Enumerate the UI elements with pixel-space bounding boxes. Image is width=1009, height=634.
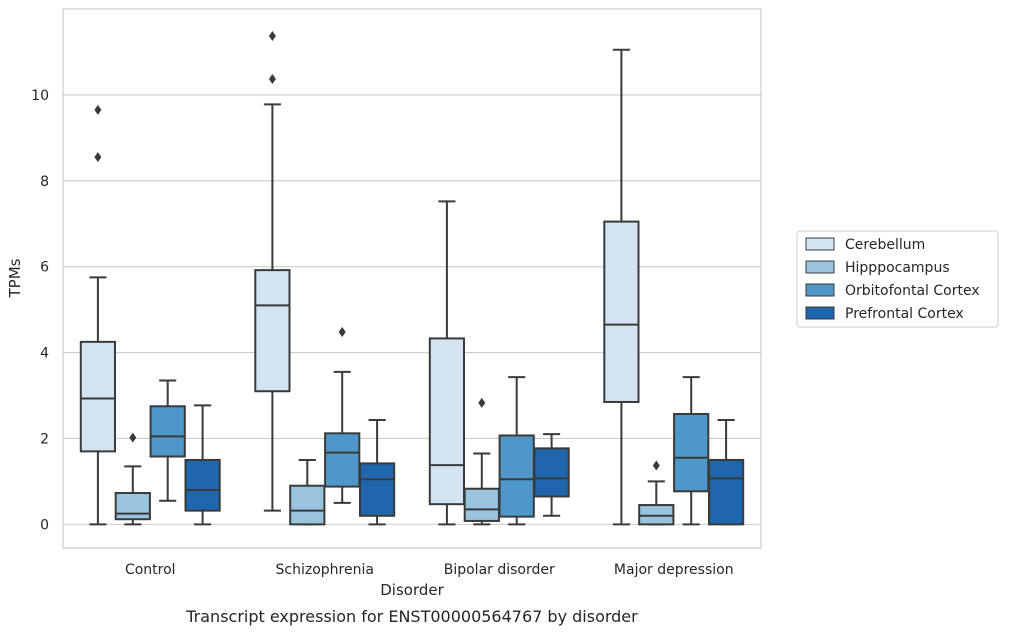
box-iqr — [79, 340, 117, 453]
outlier-point — [94, 104, 102, 115]
box-iqr — [289, 484, 326, 526]
box-cerebellum — [254, 31, 291, 512]
legend-label: Hipppocampus — [845, 260, 950, 276]
box-cerebellum — [79, 104, 117, 526]
legend-frame — [796, 230, 999, 328]
legend-label: Prefrontal Cortex — [845, 306, 964, 322]
x-tick-label: Schizophrenia — [276, 562, 374, 578]
x-tick-label: Major depression — [614, 562, 734, 578]
plot-area — [62, 8, 762, 549]
box-iqr — [324, 432, 361, 488]
box-groups — [79, 31, 745, 526]
y-tick-label: 8 — [40, 174, 49, 190]
box-orbitofontal-cortex — [498, 376, 535, 526]
y-tick-label: 0 — [40, 517, 49, 533]
box-iqr — [184, 458, 221, 512]
box-hipppocampus — [463, 397, 500, 526]
box-orbitofontal-cortex — [149, 379, 186, 502]
box-iqr — [707, 458, 745, 526]
outlier-point — [478, 397, 486, 408]
outlier-point — [338, 326, 346, 337]
x-tick-label: Control — [125, 562, 176, 578]
box-iqr — [254, 269, 291, 393]
box-prefrontal-cortex — [358, 419, 396, 526]
box-iqr — [638, 504, 675, 526]
box-orbitofontal-cortex — [324, 326, 361, 504]
outlier-point — [268, 31, 276, 42]
box-iqr — [533, 447, 570, 498]
legend-label: Orbitofontal Cortex — [845, 283, 980, 299]
x-axis-ticks: Control Schizophrenia Bipolar disorder Majo… — [125, 562, 734, 578]
y-tick-label: 6 — [40, 260, 49, 276]
box-cerebellum — [603, 48, 640, 526]
box-iqr — [498, 434, 535, 518]
y-axis-label: TPMs — [6, 258, 24, 298]
outlier-point — [129, 432, 137, 443]
legend-label: Cerebellum — [845, 237, 925, 253]
box-iqr — [114, 492, 151, 521]
box-prefrontal-cortex — [707, 419, 745, 526]
y-tick-label: 10 — [31, 88, 49, 104]
x-axis-label: Disorder — [380, 581, 444, 599]
box-hipppocampus — [638, 460, 675, 526]
legend-swatch — [805, 237, 835, 251]
legend-swatch — [805, 306, 835, 320]
box-iqr — [149, 405, 186, 458]
legend-swatch — [805, 283, 835, 297]
legend-swatch — [805, 260, 835, 274]
y-tick-label: 4 — [40, 346, 49, 362]
box-iqr — [673, 413, 710, 493]
outlier-point — [652, 460, 660, 471]
box-prefrontal-cortex — [184, 404, 221, 526]
outlier-point — [268, 74, 276, 85]
box-iqr — [428, 337, 466, 506]
legend: Cerebellum Hipppocampus Orbitofontal Corte… — [796, 230, 999, 328]
box-hipppocampus — [289, 458, 326, 526]
box-iqr — [463, 487, 500, 522]
x-tick-label: Bipolar disorder — [444, 562, 555, 578]
box-iqr — [603, 220, 640, 403]
box-hipppocampus — [114, 432, 151, 526]
box-cerebellum — [428, 200, 466, 526]
figure-caption: Transcript expression for ENST0000056476… — [185, 607, 638, 626]
y-tick-label: 2 — [40, 431, 49, 447]
y-axis-ticks: 0 2 4 6 8 10 — [31, 88, 49, 533]
box-iqr — [358, 462, 396, 517]
box-prefrontal-cortex — [533, 433, 570, 517]
box-orbitofontal-cortex — [673, 376, 710, 526]
outlier-point — [94, 152, 102, 163]
